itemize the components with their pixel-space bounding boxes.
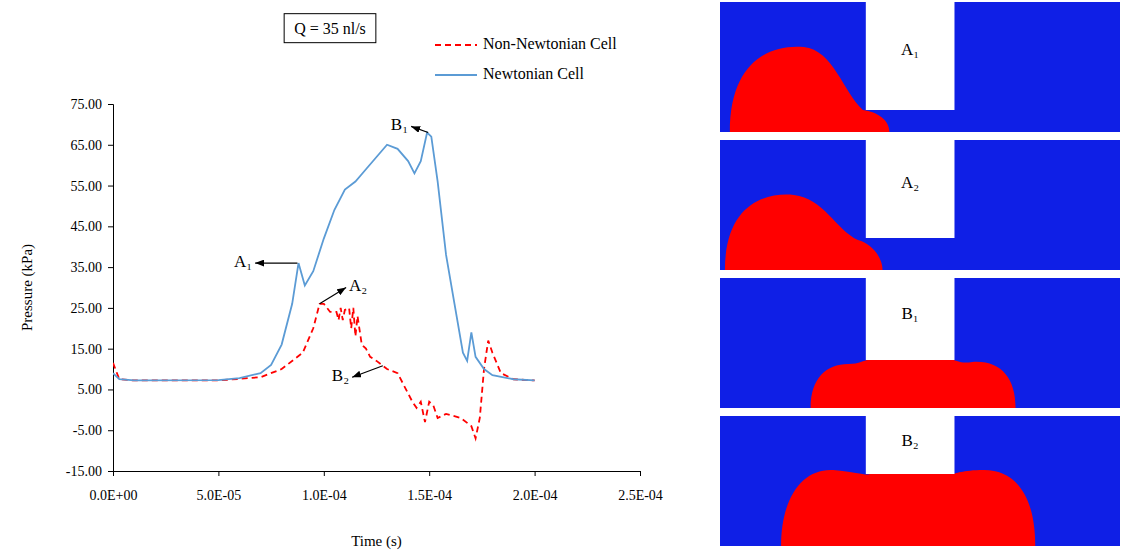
tick-label: 15.00 [71,342,103,357]
axis-line [114,472,641,477]
annotation-label: B₂ [332,366,349,385]
tick-mark [324,471,325,476]
tick-mark [108,186,113,187]
tick-label: 5.0E-05 [197,488,242,503]
tick-label: 2.5E-04 [618,488,663,503]
cell-shape [811,360,1016,408]
tick: 2.5E-04 [618,471,663,503]
title-frame [284,14,376,43]
panel [720,278,1120,408]
tick-mark [535,471,536,476]
tick-label: 55.00 [71,179,103,194]
tick-mark [108,471,113,472]
tick-label: 1.0E-04 [302,488,347,503]
tick: 75.00 [71,97,114,112]
panel-label: B₁ [902,304,919,323]
axis-line [108,105,114,472]
canvas: 0.0E+00 5.0E-05 1.0E-04 1.5E-04 2.0E-04 2.5E-… [0,0,1126,559]
channel-notch [866,140,955,238]
panel [720,416,1120,546]
tick: 55.00 [71,179,114,194]
panel-label: A₂ [901,173,919,192]
legend-swatch [435,74,477,76]
tick: -5.00 [73,423,113,438]
tick-mark [108,430,113,431]
plot-lines [113,133,535,439]
tick: 15.00 [71,342,114,357]
legend-label: Newtonian Cell [483,65,584,82]
legend-label: Non-Newtonian Cell [483,35,617,52]
tick-label: 45.00 [71,219,103,234]
annotation-arrow [352,366,383,377]
title-box: Q = 35 nl/s [284,14,376,43]
tick: 5.0E-05 [197,471,242,503]
tick-label: 75.00 [71,97,103,112]
tick-label: 5.00 [78,382,103,397]
tick-label: 25.00 [71,301,103,316]
tick-mark [218,471,219,476]
series-line [113,133,535,381]
annotation-label: B₁ [391,115,408,134]
panel-background [720,140,1120,270]
y-axis: -15.00 -5.00 5.00 15.00 25.00 35.00 45.00 55.00… [66,97,114,479]
annotation-label: A₁ [234,252,252,271]
annotation-label: A₂ [349,276,367,295]
x-axis-title: Time (s) [351,533,402,550]
panels: A₁ A₂ B₁ B₂ [720,2,1120,546]
tick: 35.00 [71,260,114,275]
legend: Non-Newtonian Cell Newtonian Cell [435,35,617,82]
tick-label: 2.0E-04 [513,488,558,503]
tick-mark [640,471,641,476]
panel-label: B₂ [902,431,919,450]
x-axis: 0.0E+00 5.0E-05 1.0E-04 1.5E-04 2.0E-04 2.5E-… [90,471,663,503]
tick-label: 1.5E-04 [407,488,452,503]
channel-notch [866,416,955,474]
tick-mark [108,349,113,350]
tick-label: 65.00 [71,138,103,153]
annotations: A₁ B₁ A₂ B₂ [234,115,428,385]
tick-label: -15.00 [66,464,102,479]
panel [720,140,1120,270]
tick-mark [108,308,113,309]
annotation-arrow [255,262,297,263]
panel-background [720,2,1120,132]
tick: 65.00 [71,138,114,153]
tick-mark [108,226,113,227]
tick: 2.0E-04 [513,471,558,503]
cell-shape [781,470,1035,546]
annotation-arrow [320,288,347,304]
tick-mark [429,471,430,476]
tick: 45.00 [71,219,114,234]
tick: 1.5E-04 [407,471,452,503]
tick-mark [108,267,113,268]
y-axis-title: Pressure (kPa) [19,244,36,331]
panel-label: A₁ [901,40,919,59]
cell-shape [725,195,883,270]
panel-background [720,416,1120,546]
channel-notch [866,278,955,360]
tick-label: 0.0E+00 [90,488,138,503]
tick: 25.00 [71,301,114,316]
tick: 1.0E-04 [302,471,347,503]
tick: 5.00 [78,382,114,397]
tick-label: -5.00 [73,423,102,438]
tick-mark [108,389,113,390]
title: Q = 35 nl/s [294,20,366,37]
panel [720,2,1120,132]
tick-label: 35.00 [71,260,103,275]
tick: -15.00 [66,464,113,479]
panel-background [720,278,1120,408]
tick-mark [108,104,113,105]
channel-notch [866,2,955,110]
annotation-arrow [411,126,428,132]
series-line [113,304,535,439]
legend-swatch [435,44,477,46]
cell-shape [730,47,890,132]
tick-mark [108,145,113,146]
